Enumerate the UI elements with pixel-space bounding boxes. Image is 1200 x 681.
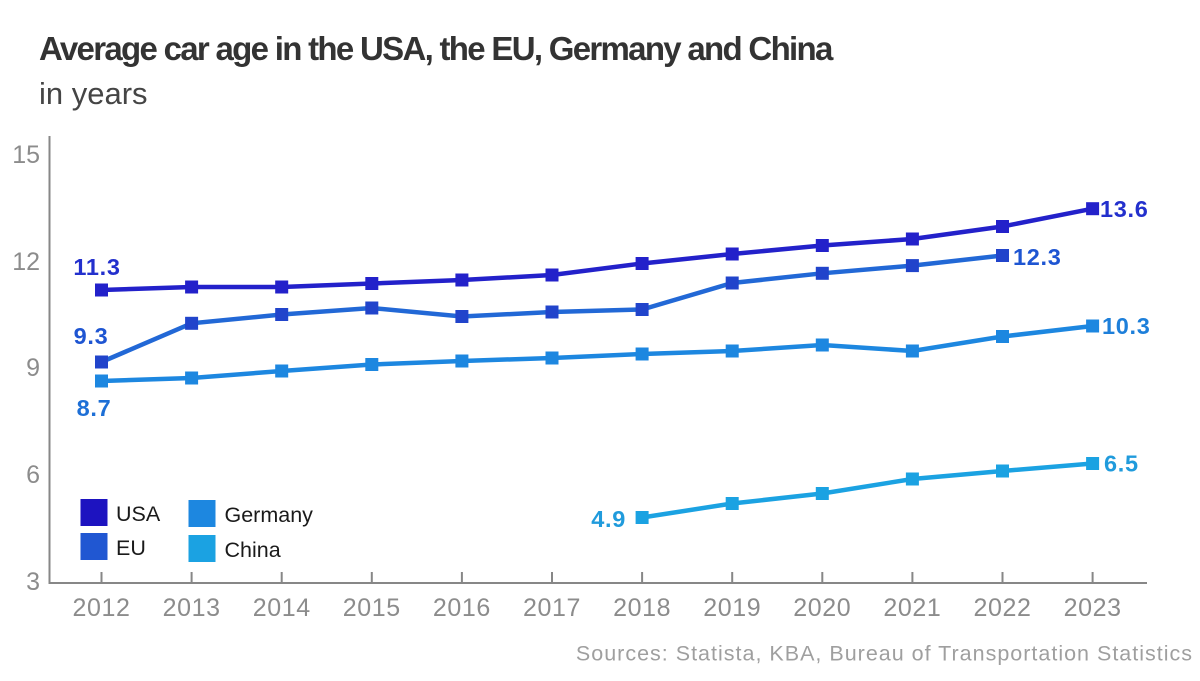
svg-text:9: 9: [26, 354, 40, 382]
svg-text:2014: 2014: [253, 594, 311, 622]
svg-text:2019: 2019: [703, 594, 761, 622]
svg-text:EU: EU: [116, 536, 146, 560]
svg-text:11.3: 11.3: [73, 254, 120, 280]
svg-text:Average car age in the USA, th: Average car age in the USA, the EU, Germ…: [39, 30, 834, 67]
svg-text:2012: 2012: [72, 594, 130, 622]
svg-text:15: 15: [12, 141, 40, 169]
svg-text:9.3: 9.3: [74, 323, 109, 349]
svg-text:12.3: 12.3: [1013, 244, 1062, 270]
svg-text:Germany: Germany: [225, 503, 314, 527]
svg-text:2022: 2022: [973, 594, 1031, 622]
svg-text:3: 3: [26, 568, 40, 596]
svg-text:2013: 2013: [163, 594, 221, 622]
svg-text:2018: 2018: [613, 594, 671, 622]
svg-text:6: 6: [26, 461, 40, 489]
svg-text:8.7: 8.7: [77, 395, 112, 421]
svg-text:2021: 2021: [883, 594, 941, 622]
svg-text:Sources: Statista, KBA, Bureau: Sources: Statista, KBA, Bureau of Transp…: [576, 642, 1193, 666]
svg-text:2020: 2020: [793, 594, 851, 622]
svg-text:in years: in years: [39, 76, 148, 111]
svg-text:12: 12: [12, 248, 40, 276]
svg-text:2015: 2015: [343, 594, 401, 622]
svg-text:USA: USA: [116, 502, 161, 526]
svg-text:13.6: 13.6: [1100, 196, 1149, 222]
svg-text:10.3: 10.3: [1102, 313, 1151, 339]
svg-text:6.5: 6.5: [1104, 451, 1139, 477]
svg-text:2016: 2016: [433, 594, 491, 622]
svg-text:4.9: 4.9: [591, 506, 626, 532]
svg-text:2017: 2017: [523, 594, 581, 622]
svg-text:2023: 2023: [1064, 594, 1122, 622]
svg-text:China: China: [225, 538, 281, 562]
